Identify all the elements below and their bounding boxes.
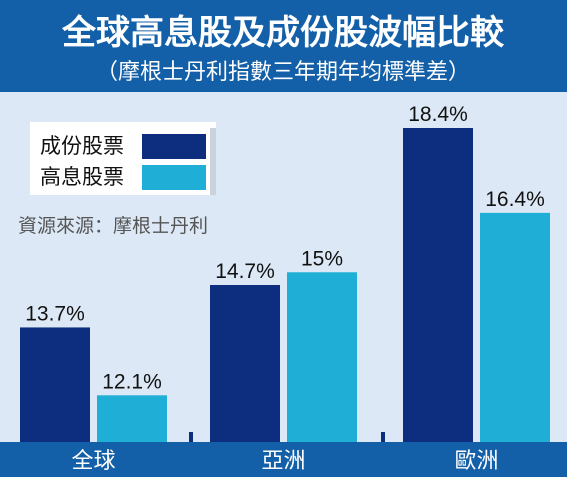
data-label-high-yield-0: 12.1% xyxy=(102,370,162,393)
bars-group: 13.7% 12.1% 14.7% 15% 18.4% 16.4% xyxy=(20,103,550,442)
bar-constituent-2 xyxy=(403,128,473,442)
category-label-2: 歐洲 xyxy=(454,449,498,474)
chart-subtitle: （摩根士丹利指數三年期年均標準差） xyxy=(96,60,470,85)
group-separator-tick-1 xyxy=(381,432,385,442)
category-label-1: 亞洲 xyxy=(261,449,305,474)
bar-constituent-1 xyxy=(210,285,280,442)
source-note: 資源來源：摩根士丹利 xyxy=(18,215,208,237)
legend-swatch-constituent xyxy=(142,134,206,159)
bar-high-yield-0 xyxy=(97,395,167,442)
bar-high-yield-2 xyxy=(480,212,550,442)
data-label-constituent-2: 18.4% xyxy=(408,103,468,126)
header-band xyxy=(0,0,567,92)
category-labels: 全球 亞洲 歐洲 xyxy=(71,449,498,474)
category-separators xyxy=(189,432,385,442)
category-label-0: 全球 xyxy=(71,449,115,474)
data-label-high-yield-1: 15% xyxy=(301,247,343,270)
group-separator-tick-0 xyxy=(189,432,193,442)
bar-constituent-0 xyxy=(20,327,90,442)
data-label-high-yield-2: 16.4% xyxy=(485,188,545,211)
legend: 成份股票 高息股票 xyxy=(30,122,216,195)
category-axis-band xyxy=(0,442,567,477)
data-label-constituent-0: 13.7% xyxy=(25,302,85,325)
bar-high-yield-1 xyxy=(287,272,357,442)
legend-shadow xyxy=(210,128,216,195)
data-label-constituent-1: 14.7% xyxy=(215,260,275,283)
chart-title: 全球高息股及成份股波幅比較 xyxy=(61,13,505,53)
legend-label-constituent: 成份股票 xyxy=(40,134,124,158)
legend-label-high-yield: 高息股票 xyxy=(40,165,124,189)
legend-swatch-high-yield xyxy=(142,165,206,190)
